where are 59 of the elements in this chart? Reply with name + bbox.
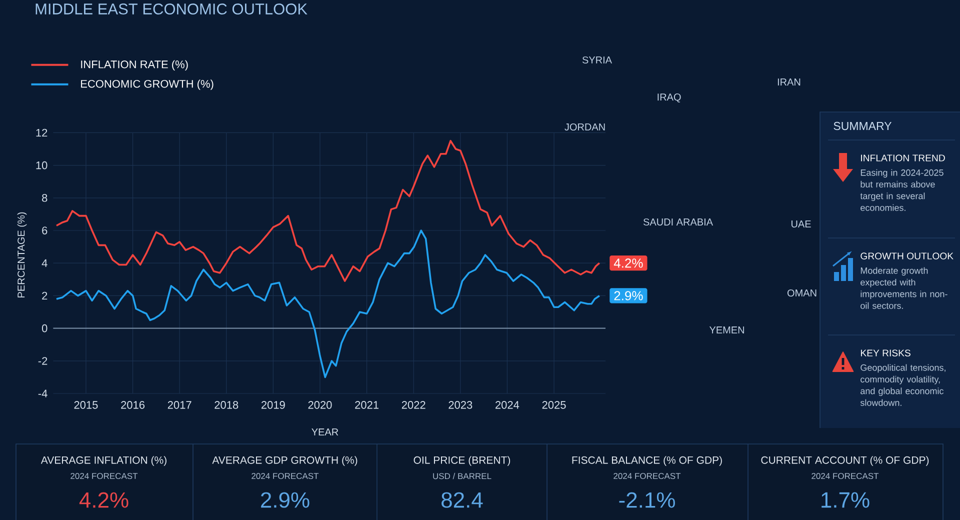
- text: 1.7%: [822, 492, 870, 508]
- text: CURRENT ACCOUNT (% OF GDP): [761, 456, 929, 466]
- text: FISCAL BALANCE (% OF GDP): [572, 456, 722, 466]
- text: Easing in 2024-2025 but remains above target in several economies.: [860, 169, 944, 211]
- x-tick-label: 2015: [74, 401, 98, 409]
- x-tick-label: 2017: [168, 401, 192, 409]
- y-tick-label: 4: [42, 259, 48, 267]
- text: USD / BARREL: [433, 472, 492, 480]
- x-tick-label: 2018: [214, 401, 238, 409]
- y-tick-label: 12: [36, 128, 48, 137]
- text: SYRIA: [582, 56, 612, 64]
- text: AVERAGE INFLATION (%): [40, 456, 166, 466]
- text: JORDAN: [564, 123, 605, 131]
- text: IRAQ: [658, 94, 681, 102]
- text: OMAN: [787, 289, 816, 297]
- x-axis-title: YEAR: [312, 428, 338, 436]
- text: YEMEN: [709, 326, 744, 334]
- annotation: 4.2%: [614, 258, 643, 268]
- category-label: KEY RISKS: [860, 350, 910, 356]
- y-tick-label: 8: [42, 194, 48, 202]
- x-tick-label: 2021: [355, 401, 378, 409]
- annotation: 2.9%: [614, 291, 643, 300]
- text: 2.9%: [261, 492, 310, 508]
- text: 2024 FORECAST: [812, 472, 879, 480]
- y-tick-label: 2: [42, 292, 48, 300]
- text: 2024 FORECAST: [252, 472, 319, 480]
- text: Moderate growth expected with improvements in non-oil sectors.: [860, 267, 948, 309]
- y-tick-label: -2: [38, 357, 48, 365]
- line-series: [56, 230, 600, 378]
- y-tick-label: 0: [42, 324, 48, 332]
- text: IRAN: [778, 78, 800, 86]
- x-tick-label: 2023: [448, 401, 472, 409]
- chart-title: MIDDLE EAST ECONOMIC OUTLOOK: [36, 4, 308, 14]
- category-label: INFLATION TREND: [861, 154, 945, 162]
- text: SUMMARY: [834, 122, 892, 130]
- x-tick-label: 2025: [542, 401, 566, 409]
- x-tick-label: 2022: [402, 401, 426, 409]
- text: Geopolitical tensions, commodity volatility, and global economic slowdown.: [860, 364, 946, 406]
- text: 2024 FORECAST: [70, 472, 138, 480]
- x-tick-label: 2024: [496, 401, 520, 409]
- y-tick-label: 10: [36, 161, 48, 170]
- text: 4.2%: [79, 492, 128, 508]
- text: 82.4: [442, 492, 483, 508]
- y-tick-label: 6: [42, 226, 48, 234]
- x-tick-label: 2016: [121, 401, 145, 409]
- text: UAE: [792, 220, 811, 228]
- y-axis-title: PERCENTAGE (%): [17, 212, 27, 298]
- text: SAUDI ARABIA: [643, 218, 714, 226]
- y-tick-label: -4: [38, 390, 48, 398]
- text: AVERAGE GDP GROWTH (%): [212, 456, 358, 466]
- category-label: GROWTH OUTLOOK: [860, 252, 954, 260]
- legend-label: ECONOMIC GROWTH (%): [81, 80, 214, 90]
- legend-label: INFLATION RATE (%): [81, 60, 188, 70]
- x-tick-label: 2019: [262, 401, 285, 409]
- text: -2.1%: [619, 492, 675, 508]
- text: 2024 FORECAST: [614, 472, 681, 480]
- x-tick-label: 2020: [308, 401, 332, 409]
- text: OIL PRICE (BRENT): [414, 456, 510, 466]
- line-series: [56, 140, 600, 282]
